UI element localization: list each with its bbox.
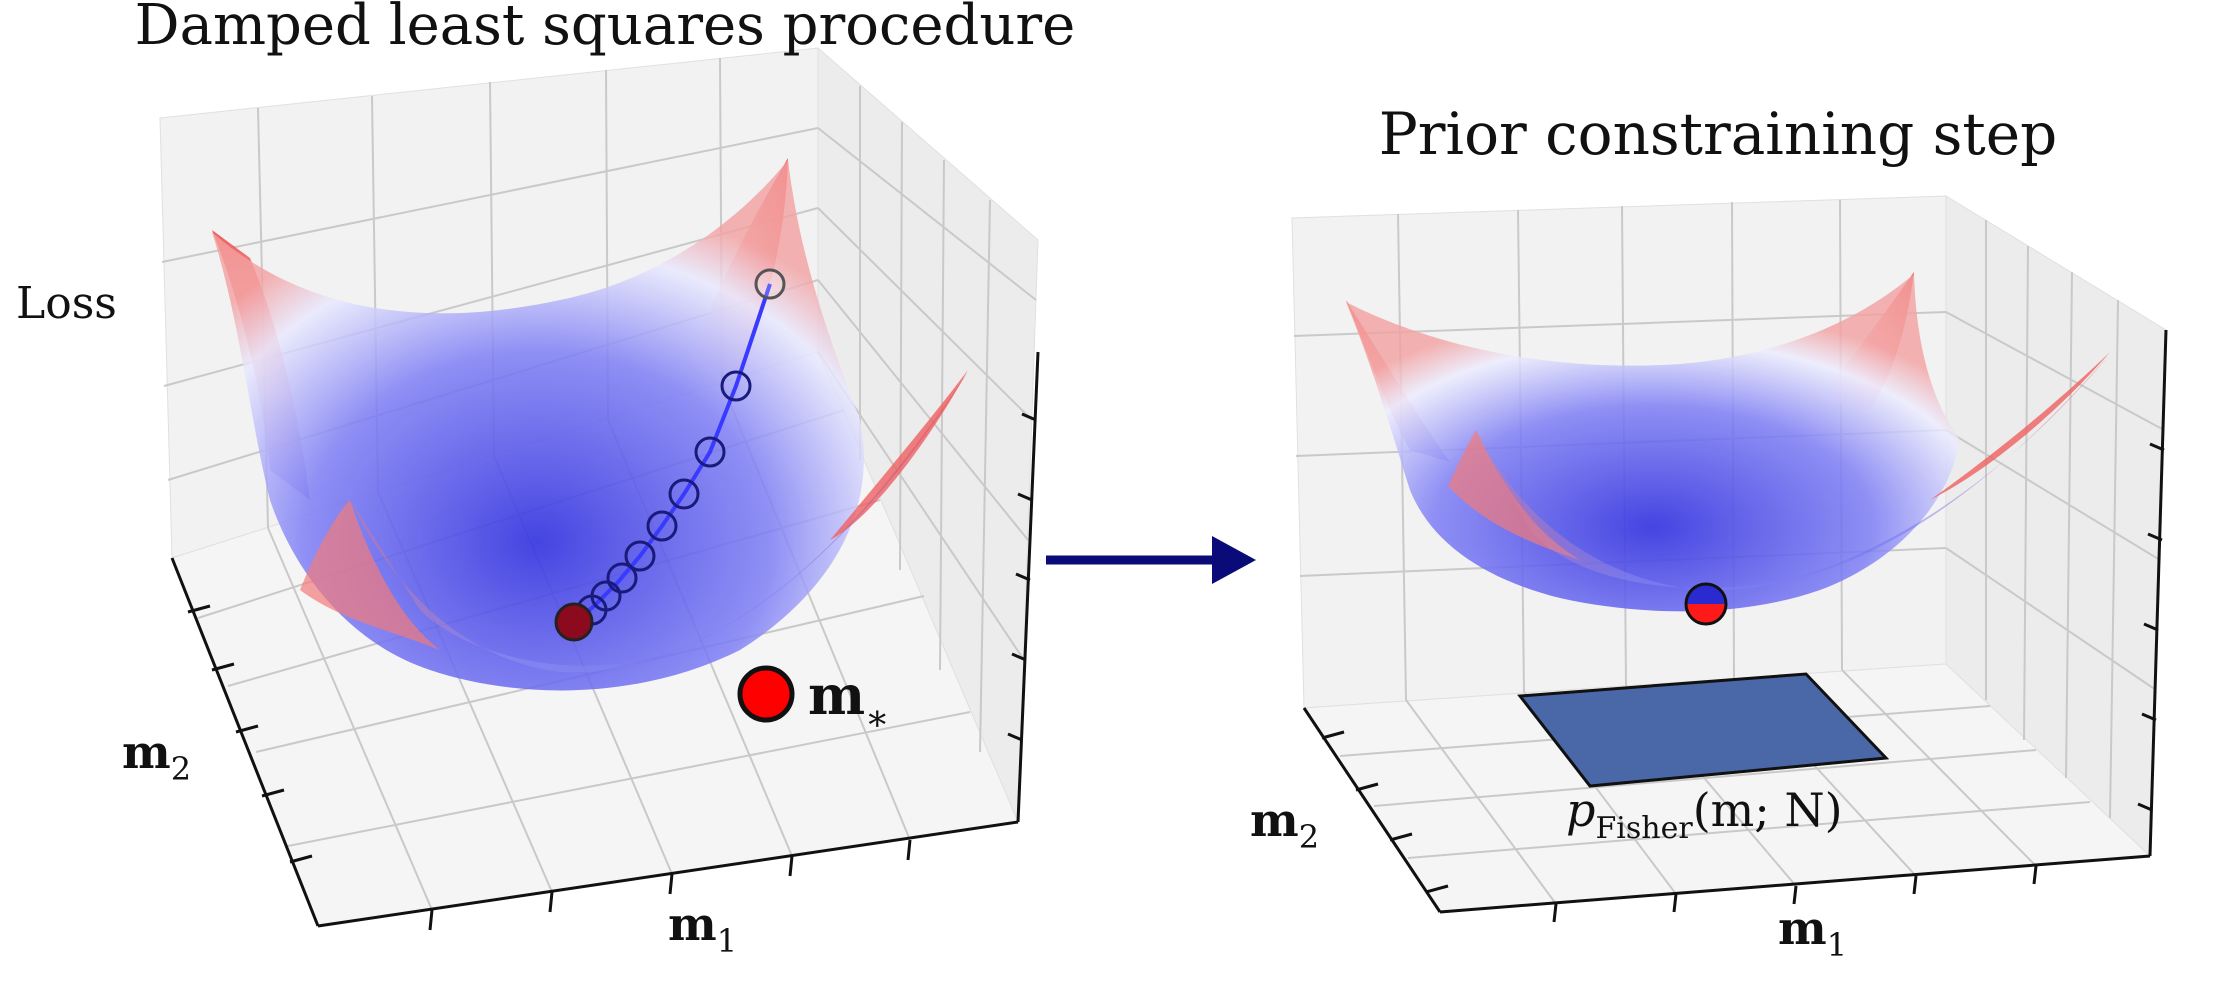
iterate-marker <box>754 268 786 300</box>
iterate-marker <box>694 436 726 468</box>
converged-point-marker <box>554 602 594 642</box>
left-side-grid <box>817 86 1037 753</box>
constrained-point-marker <box>1684 582 1728 626</box>
fisher-prior-label: pFisher(m; N) <box>1566 783 1843 846</box>
left-x-axis-spine <box>317 820 1019 928</box>
right-panel: pFisher(m; N) Prior constraining step m2… <box>1250 100 2168 964</box>
left-panel: m∗ Damped least squares procedure Loss m… <box>16 0 1075 960</box>
optimization-path-iterates <box>576 268 786 626</box>
right-x-axis-label: m1 <box>1778 901 1847 964</box>
left-panel-title: Damped least squares procedure <box>135 0 1076 58</box>
true-minimum-marker <box>737 665 795 723</box>
true-minimum-label: m∗ <box>808 663 890 739</box>
right-side-grid <box>1945 220 2165 819</box>
transition-arrow <box>1046 536 1256 584</box>
iterate-marker <box>606 562 638 594</box>
left-x-axis-label: m1 <box>668 897 737 960</box>
iterate-marker <box>720 370 752 402</box>
iterate-marker <box>646 510 678 542</box>
optimization-path-line <box>574 283 772 624</box>
right-panel-title: Prior constraining step <box>1379 100 2057 168</box>
left-surface-fin-front-left <box>300 500 440 650</box>
iterate-marker <box>624 540 656 572</box>
iterate-marker <box>668 478 700 510</box>
right-x-axis-spine <box>1439 854 2151 914</box>
left-y-axis-spine <box>170 557 320 927</box>
left-ticks <box>187 412 1037 931</box>
left-z-axis-label: Loss <box>16 278 117 329</box>
left-surface-bowl <box>212 160 864 691</box>
left-y-axis-label: m2 <box>122 725 191 788</box>
right-surface-bowl <box>1346 274 1960 612</box>
left-z-axis-spine <box>1016 351 1040 823</box>
right-z-axis-spine <box>2148 329 2168 857</box>
arrow-head <box>1212 536 1256 584</box>
right-surface-fin-front-left <box>1448 430 1580 560</box>
right-y-axis-label: m2 <box>1250 793 1319 856</box>
right-ticks <box>1321 442 2165 923</box>
right-y-axis-spine <box>1302 707 1442 913</box>
fisher-prior-plane <box>1517 672 1890 788</box>
